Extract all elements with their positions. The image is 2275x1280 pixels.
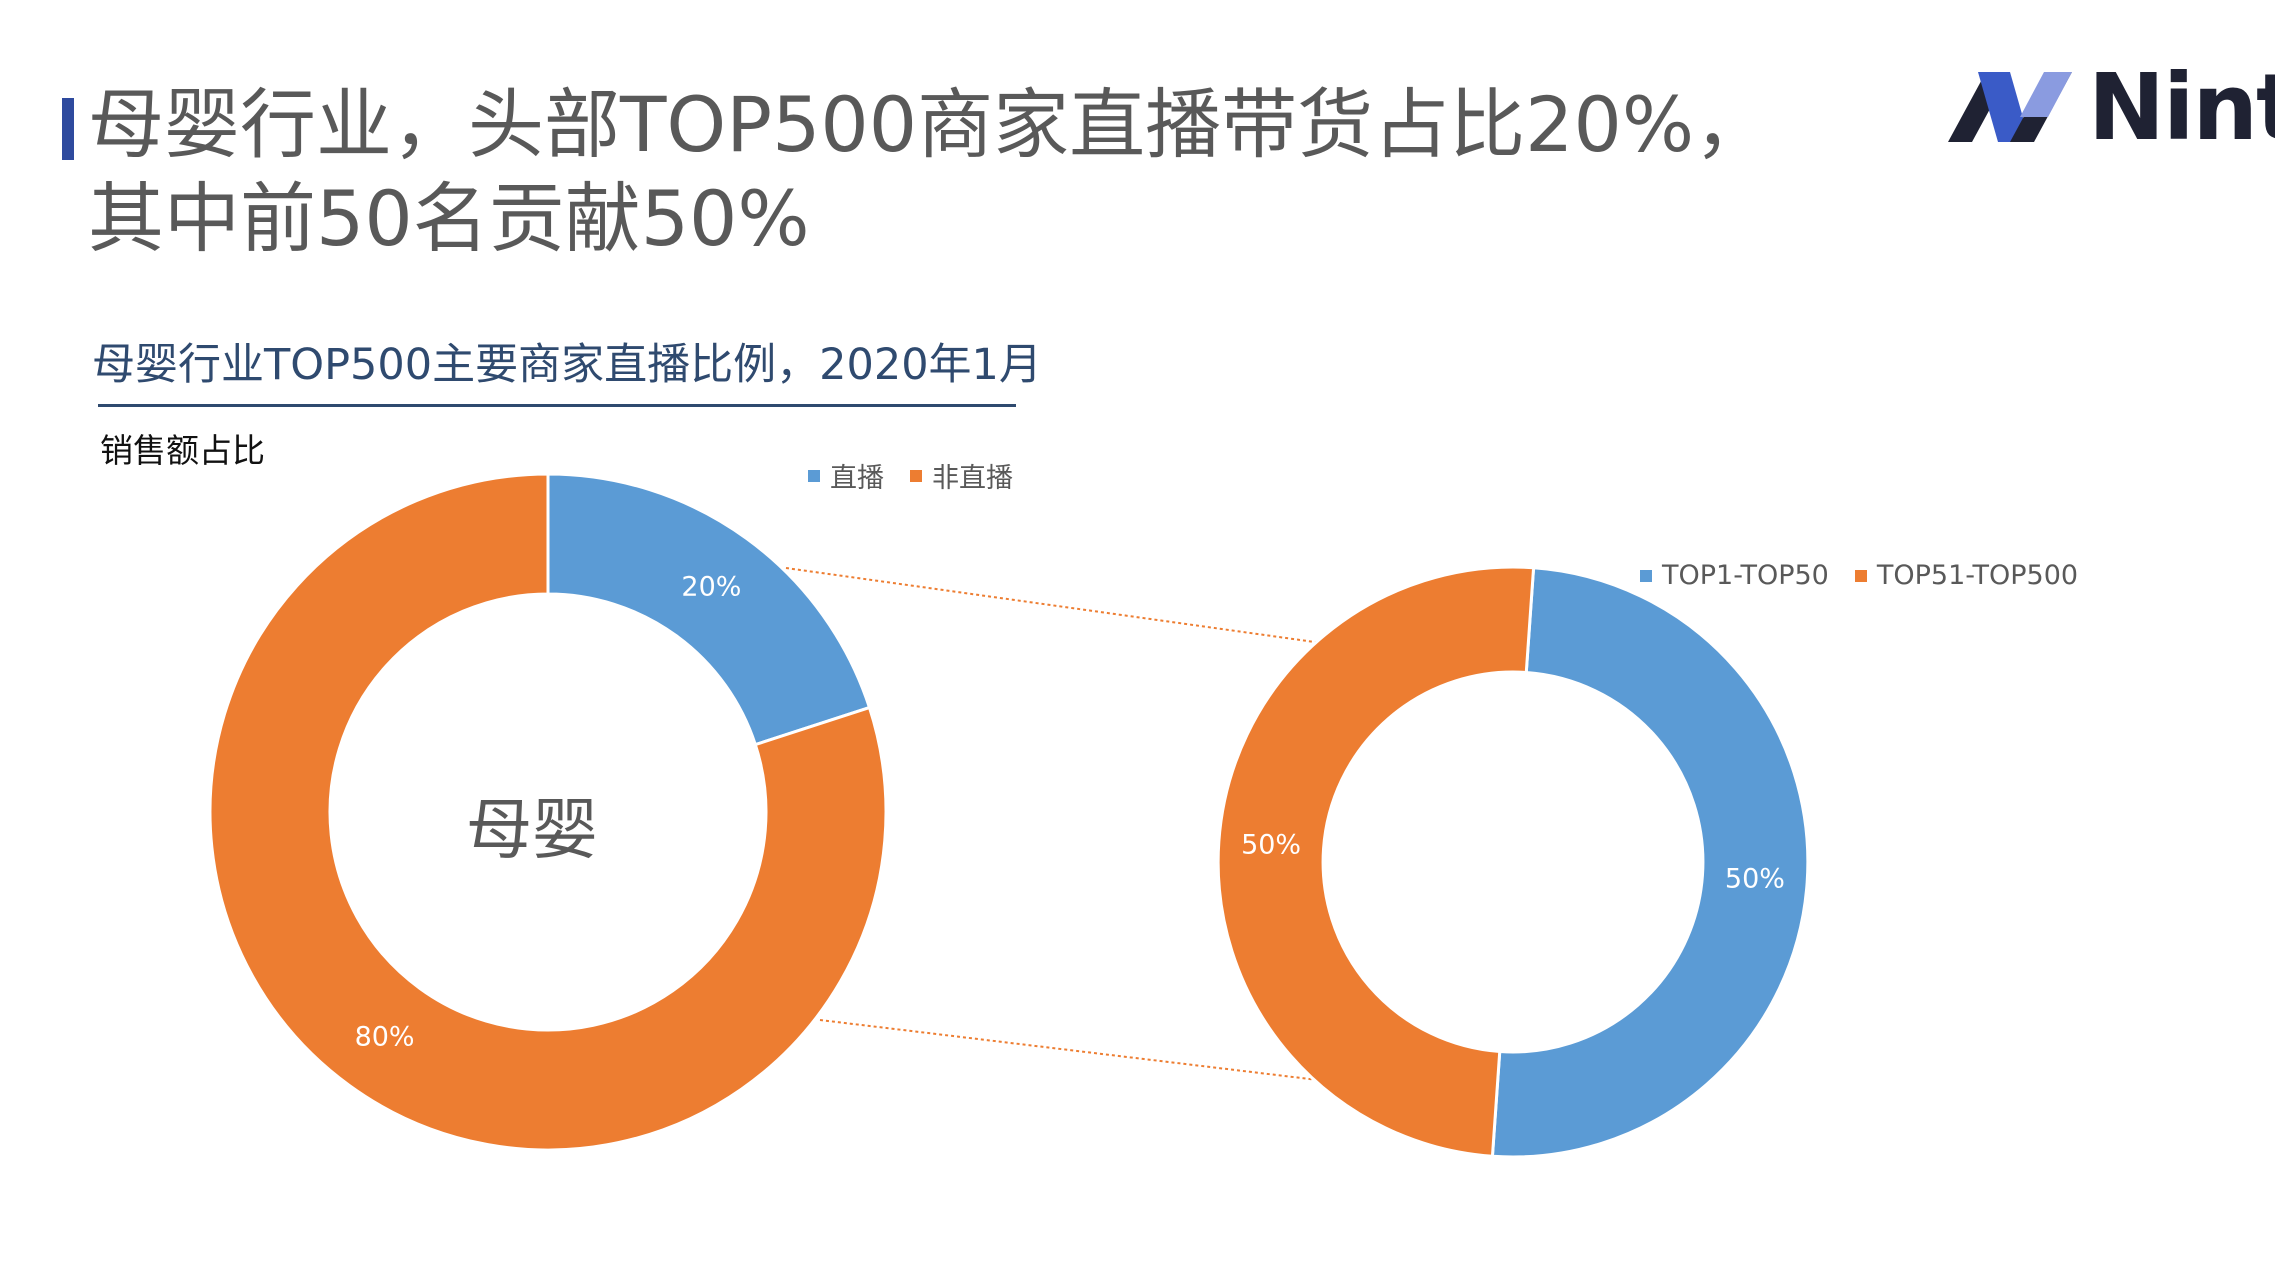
donut-chart-2: 50% 50% <box>1218 567 1808 1157</box>
legend-label-non-live: 非直播 <box>932 456 1013 495</box>
legend-item-top1-50: TOP1-TOP50 <box>1640 560 1829 591</box>
donut2-slice-2 <box>1218 567 1533 1156</box>
legend-swatch-top51-500 <box>1855 570 1867 582</box>
legend-item-live: 直播 <box>808 456 884 495</box>
connector-line-2 <box>820 1020 1318 1080</box>
donut1-data-label-2: 80% <box>355 1021 415 1052</box>
donut1-center-label: 母婴 <box>466 792 598 869</box>
legend-label-top1-50: TOP1-TOP50 <box>1662 560 1829 591</box>
legend-label-live: 直播 <box>830 456 884 495</box>
legend-swatch-live <box>808 470 820 482</box>
pie-of-pie-chart: 20% 80% 母婴 50% 50% <box>0 0 2275 1280</box>
donut2-data-label-1: 50% <box>1725 863 1785 894</box>
legend-item-top51-500: TOP51-TOP500 <box>1855 560 2078 591</box>
donut1-slice-1 <box>548 474 869 745</box>
donut-chart-1: 20% 80% 母婴 <box>210 474 886 1150</box>
legend-2: TOP1-TOP50 TOP51-TOP500 <box>1640 560 2104 591</box>
legend-swatch-top1-50 <box>1640 570 1652 582</box>
donut2-data-label-2: 50% <box>1241 830 1301 861</box>
donut2-slice-1 <box>1492 568 1807 1157</box>
connector-line-1 <box>786 568 1336 645</box>
legend-item-non-live: 非直播 <box>910 456 1013 495</box>
donut1-data-label-1: 20% <box>681 572 741 603</box>
legend-label-top51-500: TOP51-TOP500 <box>1877 560 2078 591</box>
legend-1: 直播 非直播 <box>808 456 1039 495</box>
legend-swatch-non-live <box>910 470 922 482</box>
